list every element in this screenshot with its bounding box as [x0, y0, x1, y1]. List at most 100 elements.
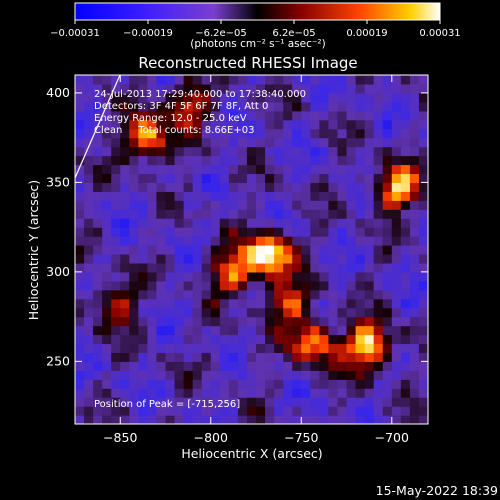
heatmap-cell: [246, 173, 257, 183]
heatmap-cell: [75, 343, 85, 354]
heatmap-cell: [165, 379, 176, 389]
heatmap-cell: [382, 397, 393, 407]
heatmap-cell: [373, 92, 384, 103]
heatmap-cell: [192, 236, 203, 246]
heatmap-cell: [256, 370, 266, 380]
heatmap-cell: [301, 262, 311, 273]
heatmap-cell: [256, 200, 266, 210]
heatmap-cell: [373, 200, 384, 210]
heatmap-cell: [274, 182, 284, 192]
heatmap-cell: [310, 245, 320, 255]
heatmap-cell: [328, 191, 339, 201]
heatmap-cell: [228, 119, 239, 130]
heatmap-cell: [256, 253, 266, 264]
heatmap-cell: [355, 101, 366, 112]
heatmap-cell: [283, 200, 293, 210]
heatmap-cell: [391, 83, 402, 94]
heatmap-cell: [418, 343, 428, 354]
heatmap-cell: [355, 316, 366, 327]
heatmap-cell: [382, 289, 393, 300]
heatmap-cell: [409, 182, 420, 192]
heatmap-cell: [364, 253, 375, 264]
heatmap-cell: [129, 146, 139, 157]
heatmap-cell: [228, 218, 239, 228]
heatmap-cell: [418, 128, 428, 139]
heatmap-cell: [201, 164, 212, 175]
heatmap-cell: [391, 75, 402, 85]
heatmap-cell: [156, 325, 167, 336]
heatmap-cell: [346, 316, 357, 327]
heatmap-cell: [409, 388, 420, 398]
heatmap-cell: [265, 280, 275, 291]
heatmap-cell: [319, 415, 330, 424]
heatmap-cell: [337, 209, 348, 219]
heatmap-cell: [355, 352, 366, 362]
heatmap-cell: [346, 200, 357, 210]
heatmap-cell: [292, 370, 302, 380]
heatmap-cell: [391, 334, 402, 345]
heatmap-cell: [84, 379, 94, 389]
heatmap-cell: [310, 361, 320, 371]
heatmap-cell: [237, 101, 248, 112]
heatmap-cell: [156, 289, 167, 300]
heatmap-cell: [174, 245, 185, 255]
heatmap-cell: [174, 379, 185, 389]
heatmap-cell: [75, 75, 85, 85]
heatmap-cell: [283, 370, 293, 380]
heatmap-cell: [237, 92, 248, 103]
heatmap-cell: [400, 245, 411, 255]
heatmap-cell: [84, 397, 94, 407]
heatmap-cell: [183, 289, 194, 300]
heatmap-cell: [192, 75, 203, 85]
heatmap-cell: [183, 262, 194, 273]
heatmap-cell: [319, 155, 330, 166]
heatmap-cell: [301, 298, 311, 309]
heatmap-cell: [364, 119, 375, 130]
heatmap-cell: [265, 415, 275, 424]
heatmap-cell: [256, 164, 266, 175]
heatmap-cell: [373, 316, 384, 327]
heatmap-cell: [165, 164, 176, 175]
heatmap-cell: [111, 137, 121, 148]
colorbar-ticks: −0.00031 −0.00019 −6.2e−05 6.2e−05 0.00019 0.…: [50, 20, 461, 39]
heatmap-cell: [165, 334, 176, 345]
heatmap-cell: [274, 236, 284, 246]
heatmap-cell: [183, 352, 194, 362]
heatmap-cell: [165, 75, 176, 85]
heatmap-cell: [147, 83, 158, 94]
heatmap-cell: [283, 352, 293, 362]
heatmap-cell: [355, 146, 366, 157]
heatmap-cell: [256, 75, 266, 85]
heatmap-cell: [84, 370, 94, 380]
heatmap-cell: [201, 307, 212, 318]
heatmap-cell: [219, 307, 230, 318]
heatmap-cell: [120, 253, 130, 264]
heatmap-cell: [256, 155, 266, 166]
heatmap-cell: [219, 137, 230, 148]
heatmap-cell: [75, 173, 85, 183]
heatmap-cell: [102, 173, 112, 183]
heatmap-cell: [382, 173, 393, 183]
heatmap-cell: [102, 155, 112, 166]
heatmap-cell: [382, 200, 393, 210]
heatmap-cell: [120, 271, 130, 282]
heatmap-cell: [283, 92, 293, 103]
heatmap-cell: [174, 92, 185, 103]
heatmap-cell: [102, 262, 112, 273]
heatmap-cell: [265, 128, 275, 139]
heatmap-cell: [409, 379, 420, 389]
heatmap-cell: [156, 200, 167, 210]
heatmap-cell: [174, 271, 185, 282]
heatmap-cell: [192, 316, 203, 327]
heatmap-cell: [120, 379, 130, 389]
heatmap-cell: [93, 101, 103, 112]
heatmap-cell: [256, 361, 266, 371]
heatmap-cell: [111, 388, 121, 398]
heatmap-cell: [418, 110, 428, 121]
heatmap-cell: [174, 164, 185, 175]
heatmap-cell: [283, 227, 293, 237]
heatmap-cell: [418, 316, 428, 327]
heatmap-cell: [93, 155, 103, 166]
heatmap-cell: [301, 218, 311, 228]
heatmap-cell: [111, 218, 121, 228]
